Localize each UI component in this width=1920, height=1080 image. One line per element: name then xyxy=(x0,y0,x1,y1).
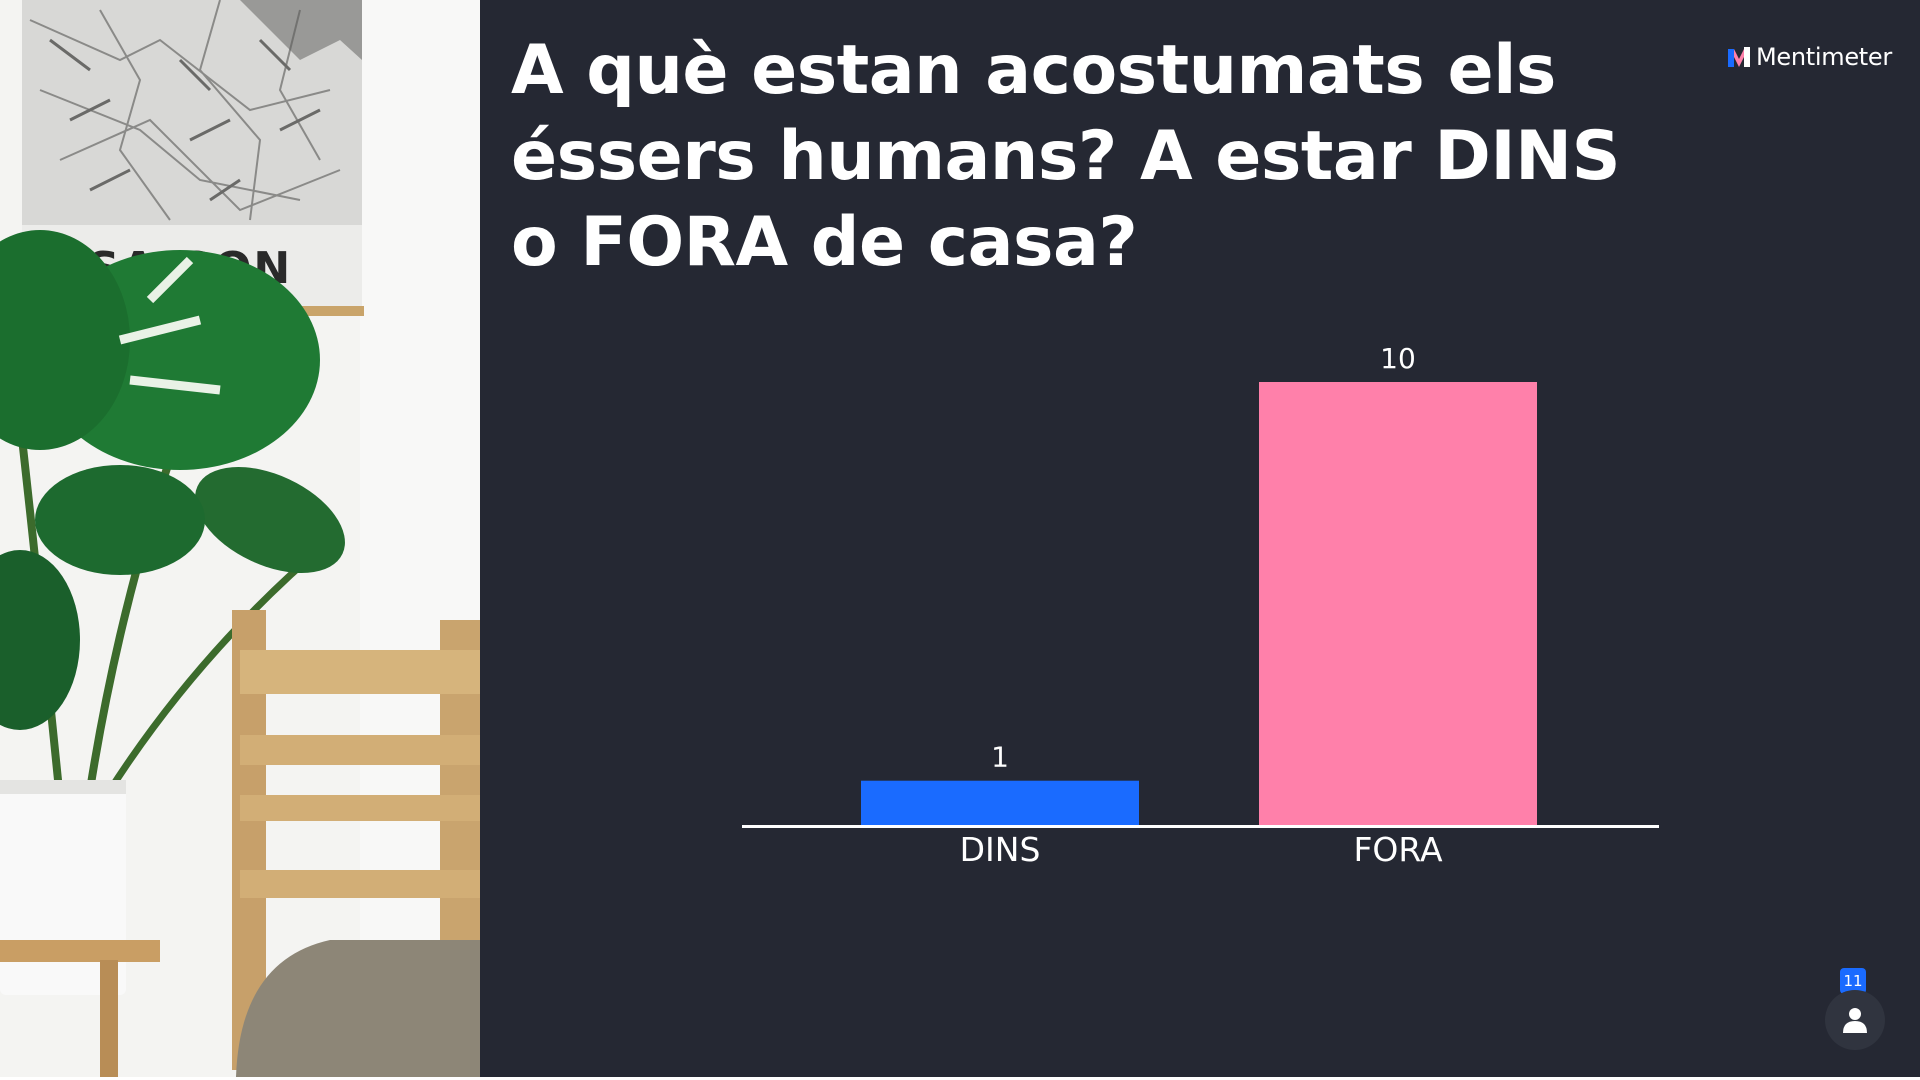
category-label-fora: FORA xyxy=(1353,830,1443,869)
bar-fora xyxy=(1259,382,1537,825)
background-photo: SAIGON xyxy=(0,0,480,1077)
category-label-dins: DINS xyxy=(960,830,1041,869)
chair xyxy=(232,610,480,1077)
participant-count-badge: 11 xyxy=(1840,968,1866,994)
plant xyxy=(0,230,345,801)
map-poster: SAIGON xyxy=(22,0,364,316)
data-label-dins: 1 xyxy=(991,741,1009,774)
participants-button[interactable] xyxy=(1825,990,1885,1050)
person-icon xyxy=(1843,1008,1867,1033)
bottom-strip xyxy=(0,1077,1920,1080)
bar-dins xyxy=(861,780,1139,825)
participants-widget[interactable]: 11 xyxy=(1825,968,1885,1050)
brand: Mentimeter xyxy=(1728,42,1892,72)
brand-name: Mentimeter xyxy=(1756,43,1892,71)
mentimeter-logo-icon xyxy=(1728,47,1750,67)
slide: A què estan acostumats els éssers humans… xyxy=(480,0,1920,1077)
question-title: A què estan acostumats els éssers humans… xyxy=(511,31,1621,282)
bar-chart: 1 DINS 10 FORA xyxy=(742,342,1659,869)
data-label-fora: 10 xyxy=(1380,342,1416,375)
